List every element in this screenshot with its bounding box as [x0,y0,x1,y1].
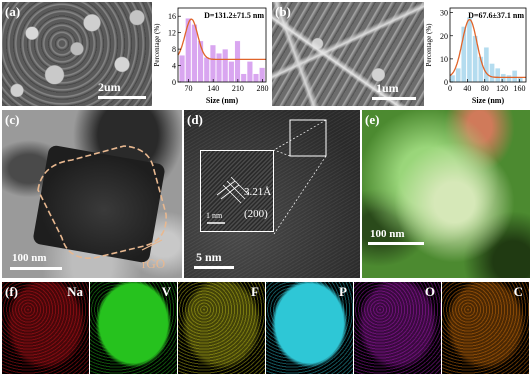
panel-a-sem: (a) 2um [2,2,152,106]
panel-c-scale-label: 100 nm [12,252,47,264]
hist-b-y-tick-label: 10 [440,55,448,64]
panel-a-scale-label: 2um [98,80,121,94]
hist-a-x-tick-label: 140 [207,84,219,93]
hist-b-fit-curve [449,18,526,79]
hist-b-y-tick-label: 20 [440,32,448,41]
panel-a-size-histogram: 70 140 210 280 0 4 8 12 16 Size (nm) Percentage (%… [152,2,270,106]
hist-b-bar [506,74,512,83]
hist-a-x-tick-label: 210 [232,84,244,93]
hist-a-bar [253,73,259,83]
panel-a-label: (a) [5,4,21,19]
eds-map-na: Na [2,282,89,374]
panel-d-scale-bar [194,266,234,269]
hist-b-x-tick-label: 0 [448,84,452,93]
hist-a-axes-frame [177,7,267,83]
hist-b-axes-frame [449,7,527,83]
hist-a-bar [240,73,247,83]
hist-b-x-tick-label: 120 [496,84,508,93]
hrtem-inset: 1 nm [200,150,274,232]
panel-d-label: (d) [187,112,203,127]
hist-a-bar [209,44,216,83]
hist-b-x-tick-label: 40 [463,84,471,93]
zoom-lines [273,119,327,235]
eds-map-label: F [251,284,259,299]
panel-d-hrtem: 1 nm 3.21Å (200) 5 nm (d) [184,110,360,278]
hist-a-bar [191,24,198,83]
panel-e-label: (e) [365,112,380,127]
panel-c-tem: 100 nm rGO (c) [2,110,182,278]
hist-a-bar [228,61,235,83]
eds-map-p: P [266,282,353,374]
hist-b-y-tick-label: 0 [444,78,448,87]
panel-d-scale-label: 5 nm [196,250,222,264]
panel-b-scale-label: 1um [376,81,399,95]
panel-f-elemental-maps: Na V F P O C [2,282,530,374]
hist-a-bar [216,53,223,83]
hist-b-x-axis-label: Size (nm) [472,96,505,105]
hist-a-y-axis-label: Percentage (%) [153,23,161,67]
rgo-outline [37,145,167,259]
eds-map-label: P [339,284,347,299]
hist-b-bar [489,63,495,83]
hist-a-y-tick-label: 12 [168,29,176,38]
hist-b-bar [455,67,461,83]
eds-map-label: O [424,284,435,299]
panel-a-scale-bar [98,96,146,99]
hist-a-y-tick-label: 8 [172,45,176,54]
lattice-plane: (200) [244,208,268,220]
panel-f-label: (f) [5,284,18,299]
hist-b-mean-annotation: D=67.6±37.1 nm [468,11,524,20]
hist-b-bar [449,74,456,83]
panel-e-eds-overlay: 100 nm (e) [362,110,530,278]
hist-a-bar [203,57,210,83]
eds-map-label: C [513,284,523,299]
panel-b-scale-bar [372,97,416,100]
hist-b-bar [511,70,518,83]
hist-a-mean-annotation: D=131.2±71.5 nm [204,11,264,20]
hist-b-bar [466,17,473,83]
panel-c-label: (c) [5,112,20,127]
eds-map-v: V [90,282,177,374]
hist-a-bar [179,55,186,83]
hist-a-fit-curve [177,18,266,61]
hist-a-bar [234,40,241,83]
hist-a-y-tick-label: 16 [168,12,176,21]
hist-b-bar [483,47,490,83]
hist-a-y-tick-label: 4 [172,62,176,71]
hist-a-x-axis-label: Size (nm) [206,96,239,105]
inset-scale-label: 1 nm [206,211,223,220]
panel-e-scale-bar [368,242,424,245]
panel-b-sem: (b) 1um [272,2,424,106]
panel-c-scale-bar [10,267,62,270]
hist-b-y-tick-label: 30 [440,9,448,18]
hist-a-y-tick-label: 0 [172,78,176,87]
hist-b-x-tick-label: 80 [481,84,489,93]
panel-b-label: (b) [275,4,291,19]
hist-a-bar [246,61,253,83]
hist-a-x-tick-label: 280 [256,84,268,93]
hist-b-bar [517,77,523,83]
hist-b-bar [494,67,501,83]
hist-a-bar [222,48,229,83]
eds-map-o: O [354,282,441,374]
eds-map-label: V [161,284,171,299]
hist-b-y-axis-label: Percentage (%) [425,23,433,67]
panel-b-size-histogram: 0 40 80 120 160 0 10 20 30 Size (nm) Percentage (%… [424,2,530,106]
eds-map-f: F [178,282,265,374]
hist-a-x-tick-label: 70 [185,84,193,93]
eds-map-label: Na [67,284,83,299]
rgo-annotation: rGO [142,256,166,271]
panel-e-scale-label: 100 nm [370,228,405,240]
eds-map-c: C [442,282,529,374]
lattice-spacing: 3.21Å [244,186,272,198]
hist-b-x-tick-label: 160 [513,84,525,93]
